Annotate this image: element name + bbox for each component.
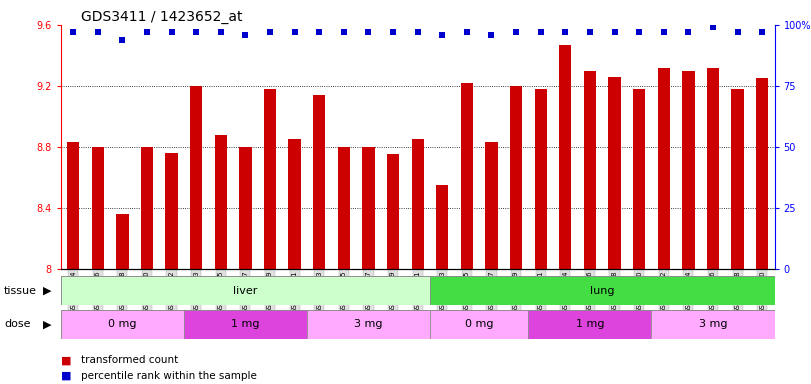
- Bar: [239, 147, 251, 269]
- Bar: [411, 139, 424, 269]
- Bar: [61, 310, 184, 339]
- Text: ■: ■: [61, 371, 71, 381]
- Bar: [363, 147, 375, 269]
- Bar: [534, 89, 547, 269]
- Point: [313, 29, 326, 35]
- Point: [633, 29, 646, 35]
- Text: liver: liver: [234, 286, 258, 296]
- Point: [140, 29, 153, 35]
- Bar: [92, 147, 104, 269]
- Bar: [756, 78, 768, 269]
- Point: [756, 29, 769, 35]
- Bar: [430, 276, 775, 305]
- Point: [165, 29, 178, 35]
- Point: [92, 29, 105, 35]
- Point: [608, 29, 621, 35]
- Point: [485, 31, 498, 38]
- Bar: [307, 310, 430, 339]
- Point: [264, 29, 277, 35]
- Bar: [264, 89, 277, 269]
- Bar: [461, 83, 473, 269]
- Point: [116, 36, 129, 43]
- Point: [657, 29, 670, 35]
- Bar: [116, 214, 128, 269]
- Text: 3 mg: 3 mg: [354, 319, 383, 329]
- Bar: [529, 310, 651, 339]
- Point: [559, 29, 572, 35]
- Point: [190, 29, 203, 35]
- Bar: [510, 86, 522, 269]
- Text: GDS3411 / 1423652_at: GDS3411 / 1423652_at: [81, 10, 242, 23]
- Bar: [633, 89, 646, 269]
- Point: [239, 31, 252, 38]
- Point: [387, 29, 400, 35]
- Bar: [289, 139, 301, 269]
- Bar: [313, 95, 325, 269]
- Text: 3 mg: 3 mg: [699, 319, 727, 329]
- Bar: [559, 45, 572, 269]
- Text: percentile rank within the sample: percentile rank within the sample: [81, 371, 257, 381]
- Bar: [732, 89, 744, 269]
- Point: [362, 29, 375, 35]
- Bar: [141, 147, 153, 269]
- Text: transformed count: transformed count: [81, 355, 178, 365]
- Bar: [658, 68, 670, 269]
- Point: [706, 24, 719, 30]
- Point: [288, 29, 301, 35]
- Point: [583, 29, 596, 35]
- Bar: [584, 71, 596, 269]
- Bar: [485, 142, 498, 269]
- Bar: [184, 310, 307, 339]
- Bar: [430, 310, 529, 339]
- Text: ▶: ▶: [43, 286, 51, 296]
- Text: ■: ■: [61, 355, 71, 365]
- Text: 0 mg: 0 mg: [465, 319, 493, 329]
- Point: [436, 31, 448, 38]
- Point: [509, 29, 522, 35]
- Point: [731, 29, 744, 35]
- Bar: [651, 310, 775, 339]
- Bar: [67, 142, 79, 269]
- Text: 1 mg: 1 mg: [231, 319, 260, 329]
- Bar: [215, 135, 227, 269]
- Point: [214, 29, 227, 35]
- Bar: [707, 68, 719, 269]
- Bar: [61, 276, 430, 305]
- Bar: [190, 86, 202, 269]
- Bar: [436, 185, 448, 269]
- Bar: [337, 147, 350, 269]
- Bar: [608, 77, 620, 269]
- Bar: [165, 153, 178, 269]
- Point: [337, 29, 350, 35]
- Text: 1 mg: 1 mg: [576, 319, 604, 329]
- Text: 0 mg: 0 mg: [108, 319, 136, 329]
- Text: tissue: tissue: [4, 286, 37, 296]
- Point: [534, 29, 547, 35]
- Text: dose: dose: [4, 319, 31, 329]
- Point: [461, 29, 474, 35]
- Bar: [387, 154, 399, 269]
- Point: [411, 29, 424, 35]
- Text: ▶: ▶: [43, 319, 51, 329]
- Point: [67, 29, 79, 35]
- Bar: [682, 71, 694, 269]
- Text: lung: lung: [590, 286, 615, 296]
- Point: [682, 29, 695, 35]
